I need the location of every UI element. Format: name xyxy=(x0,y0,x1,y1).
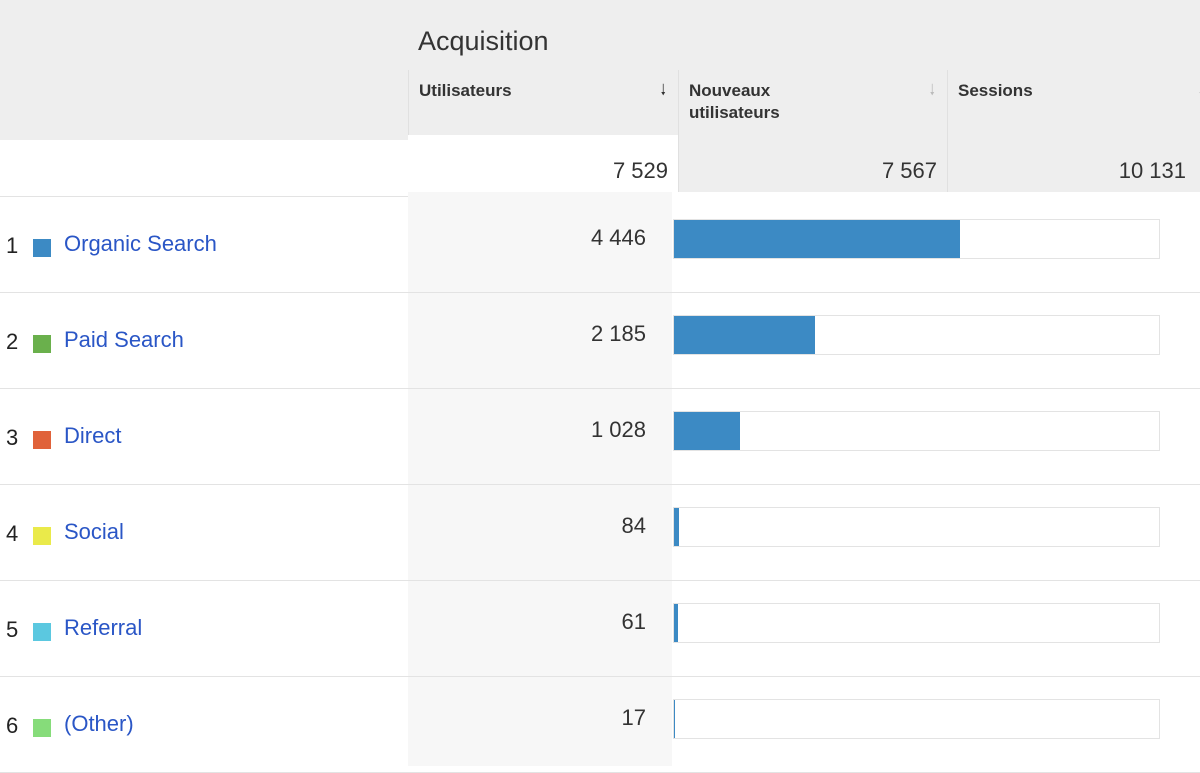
table-row: 4 Social 84 xyxy=(0,485,1200,581)
color-swatch-icon xyxy=(33,431,51,449)
channel-link[interactable]: Referral xyxy=(64,615,143,640)
column-label: Utilisateurs xyxy=(419,81,512,100)
sort-arrow-icon[interactable]: 🠓 xyxy=(929,82,935,99)
column-label: Sessions xyxy=(958,81,1033,100)
total-cell-users: 7 529 xyxy=(408,135,678,192)
column-total: 10 131 xyxy=(1118,158,1186,183)
column-total: 7 529 xyxy=(612,158,668,183)
row-divider xyxy=(0,484,1200,485)
row-rank: 3 xyxy=(6,425,19,450)
column-total: 7 567 xyxy=(881,158,937,183)
bar-fill xyxy=(674,700,676,738)
table-row: 2 Paid Search 2 185 xyxy=(0,293,1200,389)
users-column-background xyxy=(408,192,672,766)
row-rank: 6 xyxy=(6,713,19,738)
table-row: 3 Direct 1 028 xyxy=(0,389,1200,485)
channel-link[interactable]: Organic Search xyxy=(64,231,217,256)
bar-fill xyxy=(674,316,815,354)
section-title: Acquisition xyxy=(418,26,549,56)
users-value: 2 185 xyxy=(590,321,646,346)
users-share-bar xyxy=(673,219,1160,259)
divider xyxy=(0,196,408,197)
sort-arrow-icon[interactable]: 🠓 xyxy=(660,82,666,99)
table-row: 1 Organic Search 4 446 xyxy=(0,197,1200,293)
users-share-bar xyxy=(673,603,1160,643)
channel-link[interactable]: Social xyxy=(64,519,124,544)
users-share-bar xyxy=(673,315,1160,355)
column-header-sessions[interactable]: Sessions 🠓 10 131 xyxy=(947,70,1200,192)
table-row: 6 (Other) 17 xyxy=(0,677,1200,773)
row-divider xyxy=(0,580,1200,581)
users-value: 4 446 xyxy=(590,225,646,250)
row-rank: 2 xyxy=(6,329,19,354)
users-value: 61 xyxy=(621,609,646,634)
channel-link[interactable]: (Other) xyxy=(64,711,134,736)
users-value: 84 xyxy=(621,513,646,538)
table-row: 5 Referral 61 xyxy=(0,581,1200,677)
users-value: 1 028 xyxy=(590,417,646,442)
color-swatch-icon xyxy=(33,335,51,353)
users-share-bar xyxy=(673,699,1160,739)
column-header-users[interactable]: Utilisateurs 🠓 xyxy=(408,70,678,135)
row-divider xyxy=(0,292,1200,293)
color-swatch-icon xyxy=(33,623,51,641)
bar-fill xyxy=(674,412,741,450)
column-header-new-users[interactable]: Nouveaux utilisateurs 🠓 7 567 xyxy=(678,70,947,192)
color-swatch-icon xyxy=(33,239,51,257)
row-rank: 5 xyxy=(6,617,19,642)
color-swatch-icon xyxy=(33,527,51,545)
bar-fill xyxy=(674,508,680,546)
users-share-bar xyxy=(673,507,1160,547)
channel-link[interactable]: Paid Search xyxy=(64,327,184,352)
bar-fill xyxy=(674,220,961,258)
color-swatch-icon xyxy=(33,719,51,737)
sort-arrow-icon[interactable]: 🠓 xyxy=(1199,80,1200,105)
row-divider xyxy=(0,388,1200,389)
users-value: 17 xyxy=(621,705,646,730)
row-rank: 4 xyxy=(6,521,19,546)
channel-link[interactable]: Direct xyxy=(64,423,122,448)
column-label: Nouveaux utilisateurs xyxy=(689,81,780,122)
row-divider xyxy=(0,676,1200,677)
bar-fill xyxy=(674,604,678,642)
row-rank: 1 xyxy=(6,233,19,258)
users-share-bar xyxy=(673,411,1160,451)
